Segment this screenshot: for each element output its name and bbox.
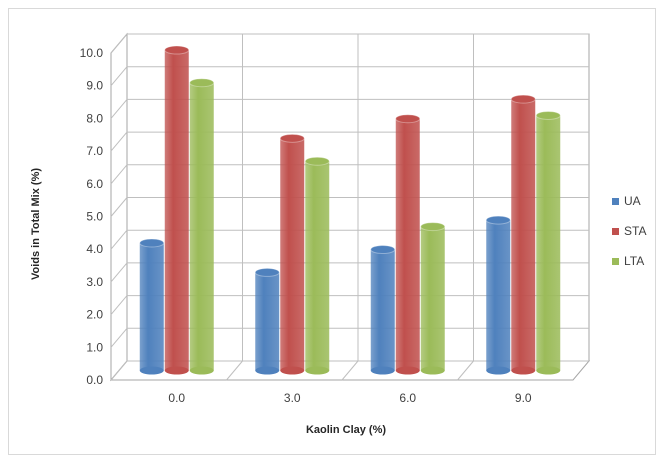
y-tick-label: 0.0 <box>86 373 103 387</box>
floor-separator <box>341 360 359 381</box>
y-tick-label: 3.0 <box>86 275 103 289</box>
gridline-side <box>110 99 128 119</box>
gridline-side <box>110 66 128 87</box>
y-tick-label: 4.0 <box>86 242 103 256</box>
bar-ua-6.0 <box>370 245 396 375</box>
y-tick-label: 6.0 <box>86 177 103 191</box>
x-tick-labels: 0.0 3.0 6.0 9.0 <box>168 391 532 405</box>
gridline-side <box>110 295 128 315</box>
x-tick-label: 0.0 <box>168 391 185 405</box>
bar-lta-3.0 <box>304 156 330 375</box>
floor-separator <box>226 360 243 381</box>
legend-label-ua: UA <box>624 194 641 208</box>
gridline-side <box>110 131 128 152</box>
legend-label-sta: STA <box>624 224 646 238</box>
gridline-side <box>110 33 128 54</box>
bar-ua-9.0 <box>485 215 511 375</box>
gridline-side <box>110 229 128 250</box>
y-tick-label: 2.0 <box>86 308 103 322</box>
bar-lta-6.0 <box>420 222 446 375</box>
gridline-side <box>110 327 128 348</box>
y-tick-label: 10.0 <box>80 46 104 60</box>
legend-swatch-lta <box>612 258 619 265</box>
gridline-side <box>110 197 128 217</box>
bar-sta-6.0 <box>395 114 421 375</box>
x-tick-label: 9.0 <box>515 391 532 405</box>
bar-sta-9.0 <box>510 94 536 375</box>
gridline-side <box>110 360 128 381</box>
bar-sta-3.0 <box>279 133 305 375</box>
legend-label-lta: LTA <box>624 254 644 268</box>
bars <box>139 45 561 375</box>
bar-lta-0.0 <box>189 78 215 375</box>
gridline-side <box>110 262 128 283</box>
x-axis-title: Kaolin Clay (%) <box>306 424 386 436</box>
y-tick-label: 9.0 <box>86 79 103 93</box>
y-tick-label: 5.0 <box>86 210 103 224</box>
bar-lta-9.0 <box>535 110 561 375</box>
bar-chart: 0.0 1.0 2.0 3.0 4.0 5.0 6.0 7.0 8.0 9.0 10.0 0.0 3.… <box>30 32 646 436</box>
chart-frame: 0.0 1.0 2.0 3.0 4.0 5.0 6.0 7.0 8.0 9.0 10.0 0.0 3.… <box>8 8 656 455</box>
bar-sta-0.0 <box>164 45 190 375</box>
bar-ua-3.0 <box>254 267 280 375</box>
floor-separator <box>457 360 474 381</box>
y-axis-title: Voids in Total Mix (%) <box>30 168 42 280</box>
y-tick-label: 8.0 <box>86 111 103 125</box>
legend-swatch-sta <box>612 228 619 235</box>
bar-ua-0.0 <box>139 238 165 375</box>
legend-swatch-ua <box>612 198 619 205</box>
legend: UA STA LTA <box>612 194 646 268</box>
y-tick-label: 1.0 <box>86 340 103 354</box>
x-tick-label: 3.0 <box>284 391 301 405</box>
x-tick-label: 6.0 <box>399 391 416 405</box>
gridline-side <box>110 164 128 185</box>
y-tick-label: 7.0 <box>86 144 103 158</box>
y-tick-labels: 0.0 1.0 2.0 3.0 4.0 5.0 6.0 7.0 8.0 9.0 10.0 <box>80 46 104 387</box>
